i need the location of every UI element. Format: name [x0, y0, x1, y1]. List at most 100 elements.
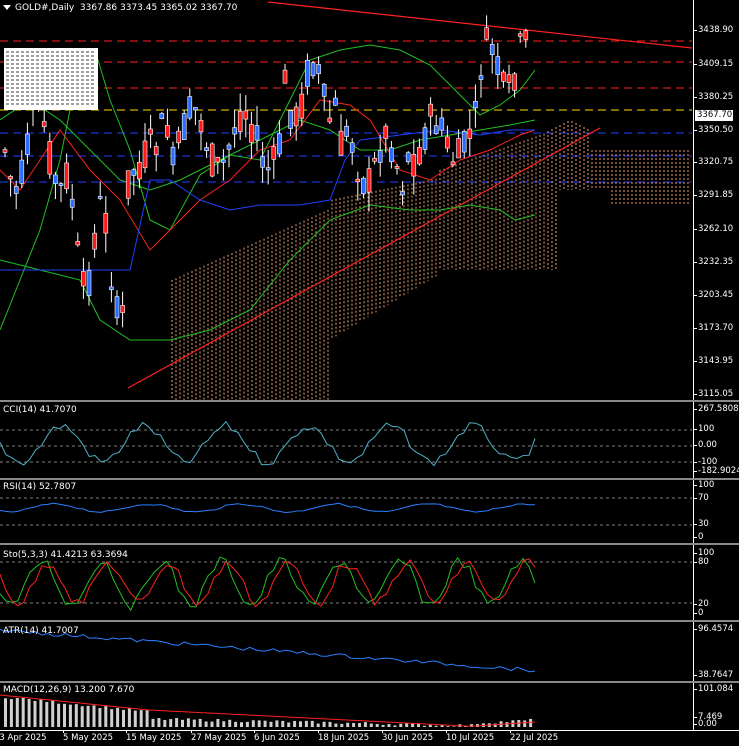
bear-candle	[120, 305, 125, 313]
bull-candle	[405, 152, 411, 163]
macd-histogram-bar	[340, 723, 344, 727]
bull-candle	[19, 159, 25, 184]
macd-histogram-bar	[104, 706, 108, 727]
macd-histogram-bar	[204, 721, 208, 727]
cci-tick: 100	[694, 424, 715, 434]
ohlc-values: 3367.86 3373.45 3365.02 3367.70	[79, 3, 238, 13]
pane-separator[interactable]	[0, 681, 739, 683]
macd-histogram-bar	[405, 723, 409, 727]
atr-scale[interactable]: 96.4574 38.7647	[693, 622, 739, 681]
bull-candle	[131, 169, 137, 176]
macd-histogram-bar	[399, 723, 403, 727]
date-label: 27 May 2025	[191, 730, 247, 743]
bull-candle	[316, 64, 321, 75]
atr-tick: 38.7647	[694, 670, 734, 680]
bull-candle	[159, 113, 165, 120]
macd-histogram-bar	[92, 705, 96, 727]
bull-candle	[400, 191, 405, 196]
macd-histogram-bar	[381, 724, 385, 727]
bull-candle	[204, 147, 209, 151]
atr-tick: 96.4574	[694, 624, 734, 634]
macd-histogram-bar	[15, 697, 19, 727]
macd-histogram-bar	[122, 709, 125, 727]
bear-candle	[372, 157, 377, 162]
macd-histogram-bar	[4, 698, 7, 727]
bull-candle	[109, 286, 114, 290]
pane-separator[interactable]	[0, 620, 739, 622]
kijun	[0, 99, 536, 251]
bear-candle	[237, 110, 243, 132]
bull-candle	[377, 150, 383, 163]
macd-histogram-bar	[281, 720, 285, 727]
bear-candle	[81, 271, 86, 287]
macd-histogram-bar	[45, 701, 49, 727]
macd-tick: 0.00	[694, 719, 717, 729]
bull-candle	[321, 83, 327, 97]
sto-signal-line	[0, 558, 536, 608]
pane-separator[interactable]	[0, 400, 739, 402]
bear-candle	[411, 154, 417, 177]
macd-pane[interactable]: MACD(12,26,9) 13.200 7.670	[0, 683, 692, 730]
bear-candle	[2, 149, 8, 153]
price-tick: 3262.10	[694, 224, 734, 234]
bull-candle	[439, 117, 445, 131]
macd-histogram-bar	[529, 718, 533, 727]
macd-histogram-bar	[222, 721, 226, 727]
pane-separator[interactable]	[0, 478, 739, 480]
rsi-tick: 30	[694, 519, 709, 529]
rsi-line	[0, 502, 536, 514]
bb-lower	[0, 204, 536, 341]
bear-candle	[142, 140, 148, 169]
macd-histogram-bar	[464, 726, 468, 727]
cci-pane[interactable]: CCI(14) 41.7070	[0, 402, 692, 478]
macd-histogram-bar	[98, 708, 102, 727]
bear-candle	[506, 74, 512, 83]
macd-histogram-bar	[145, 710, 149, 727]
bear-candle	[249, 124, 254, 143]
macd-histogram-bar	[363, 722, 367, 727]
bear-candle	[125, 170, 131, 199]
sto-scale[interactable]: 100 80 20 0	[693, 545, 739, 620]
rsi-tick: 0	[694, 532, 704, 542]
macd-histogram-bar	[151, 718, 155, 727]
stochastic-pane[interactable]: Sto(5,3,3) 41.4213 63.3694	[0, 545, 692, 620]
macd-histogram-bar	[216, 719, 220, 727]
price-tick: 3115.05	[694, 389, 734, 399]
bull-candle	[58, 183, 64, 186]
bear-candle	[41, 121, 47, 128]
bull-candle	[422, 127, 428, 150]
bear-candle	[47, 141, 53, 175]
price-chart-canvas[interactable]	[0, 0, 692, 400]
bull-candle	[478, 75, 484, 80]
price-chart-pane[interactable]: GOLD#,Daily 3367.86 3373.45 3365.02 3367…	[0, 0, 692, 400]
macd-canvas	[0, 694, 536, 727]
bull-candle	[461, 130, 467, 153]
bear-candle	[517, 33, 523, 37]
date-label: 18 Jun 2025	[318, 730, 370, 743]
macd-histogram-bar	[27, 698, 31, 727]
macd-histogram-bar	[269, 721, 273, 727]
atr-pane[interactable]: ATR(14) 41.7007	[0, 622, 692, 681]
bull-candle	[221, 159, 226, 163]
rsi-pane[interactable]: RSI(14) 52.7807	[0, 480, 692, 543]
price-tick: 3409.15	[694, 59, 734, 69]
macd-histogram-bar	[304, 720, 308, 727]
date-label: 22 Jul 2025	[510, 730, 559, 743]
bear-candle	[293, 106, 299, 127]
bear-candle	[467, 128, 473, 139]
macd-histogram-bar	[186, 718, 190, 727]
macd-histogram-bar	[523, 720, 527, 727]
cci-scale[interactable]: 267.5808 100 0.00 -100 -182.9024	[693, 402, 739, 478]
macd-scale[interactable]: 101.084 7.469 0.00	[693, 683, 739, 730]
chart-menu-triangle-icon[interactable]	[3, 5, 11, 10]
rsi-scale[interactable]: 100 70 30 0	[693, 480, 739, 543]
bear-candle	[103, 212, 109, 234]
pane-separator[interactable]	[0, 543, 739, 545]
time-axis[interactable]: 23 Apr 2025 5 May 2025 15 May 2025 27 Ma…	[0, 730, 739, 746]
bear-candle	[92, 232, 97, 250]
price-scale[interactable]: 3438.90 3409.15 3380.25 3350.50 3320.75 3291.…	[693, 0, 739, 400]
bear-candle	[484, 27, 489, 40]
bull-candle	[265, 167, 271, 171]
macd-histogram-bar	[440, 724, 444, 727]
object-labels-cluster	[4, 48, 98, 110]
